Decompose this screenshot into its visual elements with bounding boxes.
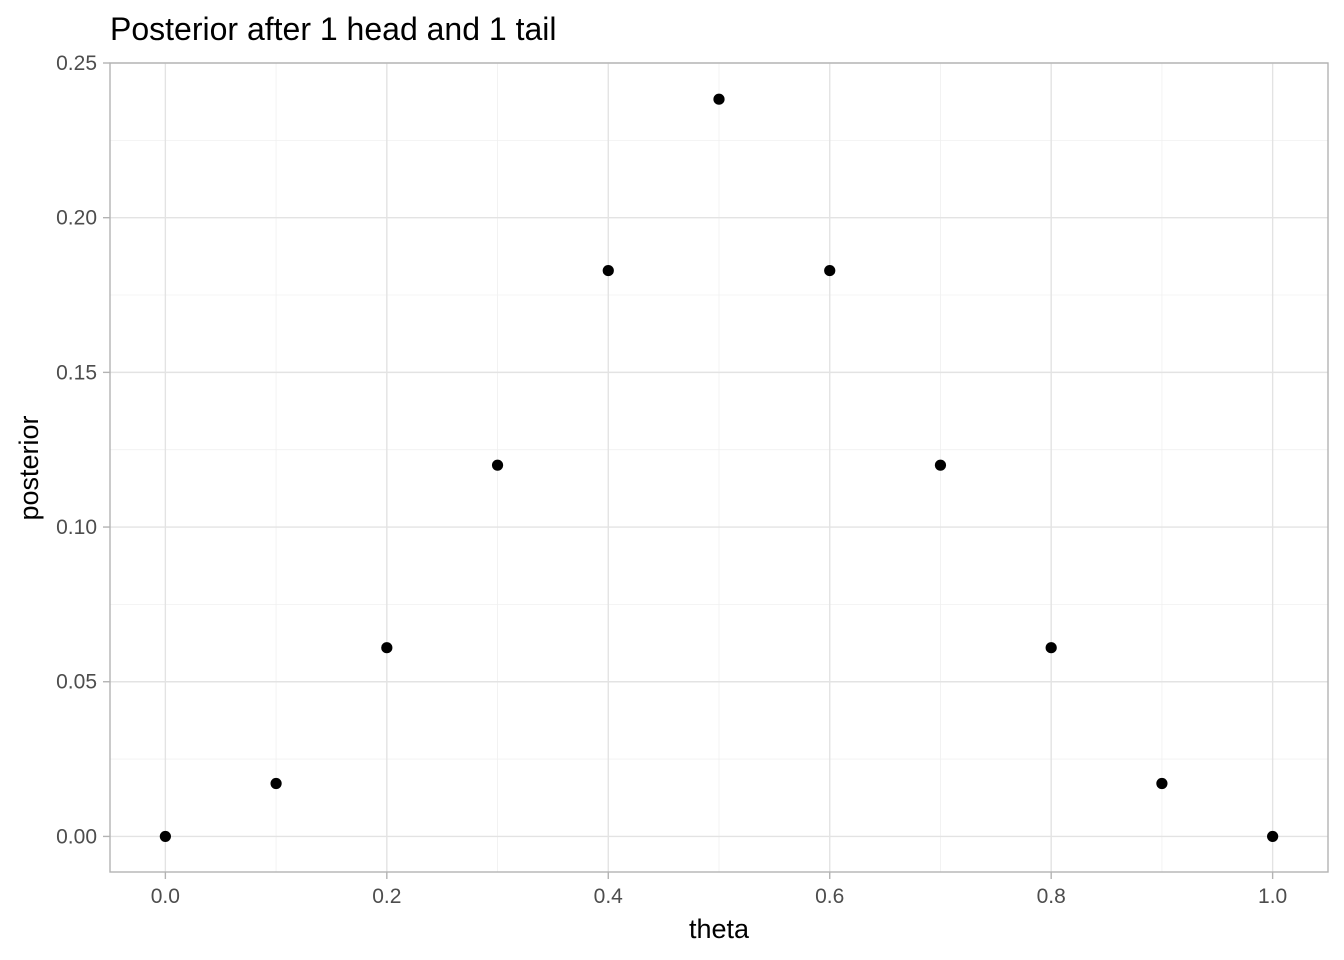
data-point xyxy=(491,459,504,471)
x-tick-label: 0.6 xyxy=(815,885,844,908)
data-point xyxy=(381,642,393,654)
data-points xyxy=(159,93,1279,843)
x-tick-labels: 0.0 0.2 0.4 0.6 0.8 1.0 xyxy=(151,885,1287,908)
minor-gridlines xyxy=(110,63,1328,872)
chart-title: Posterior after 1 head and 1 tail xyxy=(110,11,557,47)
data-point xyxy=(1156,777,1168,790)
data-point xyxy=(713,93,725,105)
y-tick-label: 0.25 xyxy=(56,52,97,75)
y-tick-label: 0.20 xyxy=(56,207,97,230)
x-tick-label: 0.4 xyxy=(594,885,624,908)
y-tick-label: 0.00 xyxy=(56,825,97,848)
axis-ticks xyxy=(103,62,1274,879)
y-tick-label: 0.05 xyxy=(56,671,97,694)
y-tick-label: 0.10 xyxy=(56,516,97,539)
data-point xyxy=(602,264,614,277)
x-axis-title: theta xyxy=(689,914,750,944)
data-point xyxy=(1267,830,1279,843)
y-tick-labels: 0.00 0.05 0.10 0.15 0.20 0.25 xyxy=(56,52,97,848)
data-point xyxy=(270,777,282,790)
plot-panel-border xyxy=(109,62,1329,873)
data-point xyxy=(824,264,836,277)
y-axis-title: posterior xyxy=(14,415,44,520)
x-tick-label: 0.2 xyxy=(372,885,401,908)
data-point xyxy=(159,830,171,843)
x-tick-label: 0.0 xyxy=(151,885,180,908)
y-tick-label: 0.15 xyxy=(56,361,97,384)
data-point xyxy=(934,459,947,471)
data-point xyxy=(1045,642,1057,654)
x-tick-label: 0.8 xyxy=(1037,885,1066,908)
x-tick-label: 1.0 xyxy=(1258,885,1287,908)
